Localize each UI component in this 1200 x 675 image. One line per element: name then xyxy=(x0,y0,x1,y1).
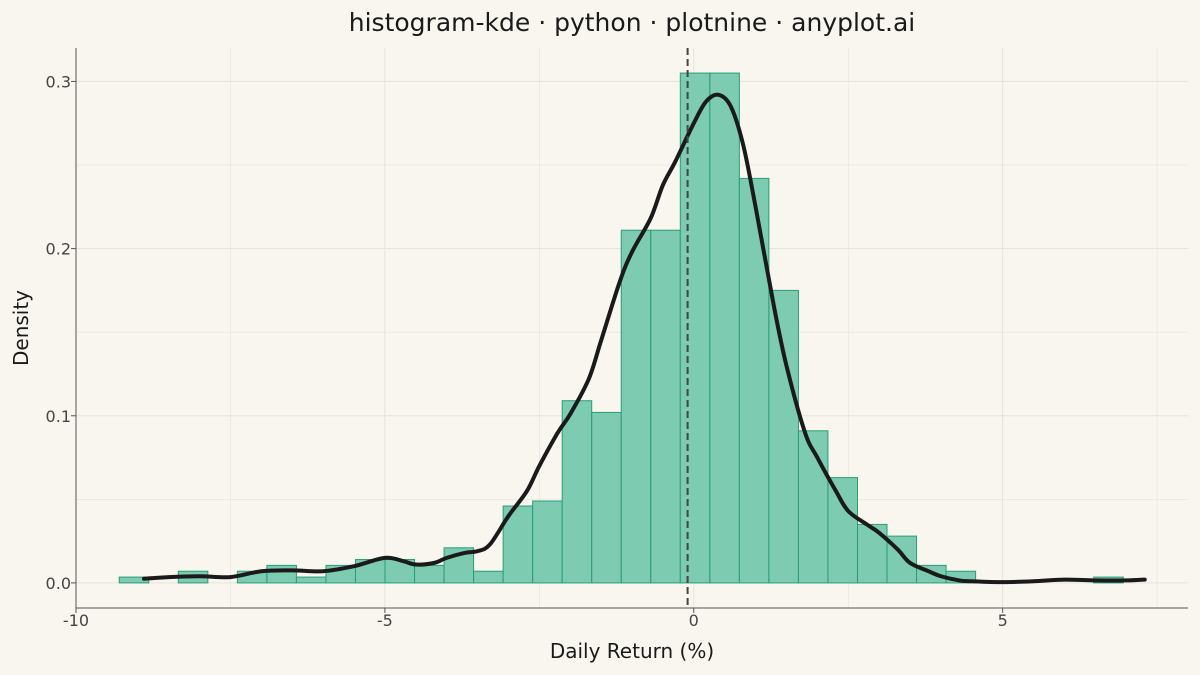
histogram-bar xyxy=(473,570,504,584)
histogram-bar xyxy=(738,177,770,584)
histogram-bar xyxy=(679,72,711,584)
x-axis-label: Daily Return (%) xyxy=(550,639,714,663)
histogram-bar xyxy=(620,229,652,584)
x-tick-label: 0 xyxy=(689,611,699,630)
histogram-bar xyxy=(561,400,593,584)
histogram-bar xyxy=(709,72,740,584)
histogram-bar xyxy=(768,289,799,584)
chart-title: histogram-kde · python · plotnine · anyp… xyxy=(349,8,915,37)
histogram-bars xyxy=(118,72,1124,584)
x-tick-label: -10 xyxy=(63,611,89,630)
histogram-bar xyxy=(266,564,297,584)
histogram-bar xyxy=(295,576,327,584)
histogram-bar xyxy=(827,477,858,584)
histogram-bar xyxy=(797,430,829,584)
x-tick-label: 5 xyxy=(998,611,1008,630)
y-axis-label: Density xyxy=(9,290,33,366)
kde-curve xyxy=(141,92,1147,585)
y-tick-label: 0.2 xyxy=(46,240,71,259)
x-tick-label: -5 xyxy=(377,611,393,630)
histogram-bar xyxy=(414,564,445,584)
histogram-bar xyxy=(591,411,622,584)
y-tick-label: 0.1 xyxy=(46,407,71,426)
y-axis-ticks: 0.0 0.1 0.2 0.3 xyxy=(46,72,76,593)
y-tick-label: 0.3 xyxy=(46,72,71,91)
histogram-bar xyxy=(650,229,681,584)
x-axis-ticks: -10 -5 0 5 xyxy=(63,608,1008,630)
y-tick-label: 0.0 xyxy=(46,574,71,593)
histogram-bar xyxy=(856,523,888,584)
histogram-bar xyxy=(532,500,563,584)
